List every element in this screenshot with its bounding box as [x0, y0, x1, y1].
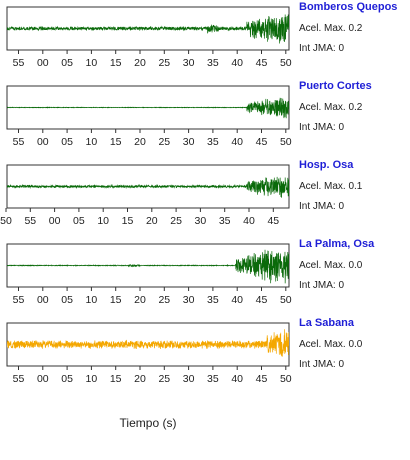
x-tick-label: 55: [13, 373, 25, 385]
x-tick-label: 30: [183, 57, 195, 69]
x-tick-label: 45: [256, 136, 268, 148]
x-tick-label: 25: [158, 57, 170, 69]
x-tick-label: 30: [183, 294, 195, 306]
x-tick-label: 35: [219, 215, 231, 227]
seismogram-panel: 55 00 05 10 15 20 25 30 35 40 45 50 La Palma, Osa Ace…: [6, 238, 375, 306]
x-tick-label: 10: [86, 373, 98, 385]
x-tick-label: 15: [110, 373, 122, 385]
x-tick-label: 05: [73, 215, 85, 227]
x-tick-label: 20: [134, 373, 146, 385]
x-tick-label: 20: [134, 57, 146, 69]
x-tick-label: 55: [13, 136, 25, 148]
max-acceleration-label: Acel. Max. 0.2: [299, 23, 363, 34]
x-tick-label: 25: [158, 373, 170, 385]
seismogram-panel: 55 00 05 10 15 20 25 30 35 40 45 50 Bomberos Quepos A…: [6, 1, 397, 69]
jma-intensity-label: Int JMA: 0: [299, 201, 344, 212]
x-tick-label: 30: [195, 215, 207, 227]
x-axis-title: Tiempo (s): [120, 416, 177, 430]
x-tick-label: 40: [231, 57, 243, 69]
panels-group: 55 00 05 10 15 20 25 30 35 40 45 50 Bomberos Quepos A…: [0, 1, 397, 385]
seismogram-panel: 50 55 00 05 10 15 20 25 30 35 40 45 Hosp. Osa Acel. M…: [0, 159, 363, 227]
max-acceleration-label: Acel. Max. 0.0: [299, 339, 363, 350]
x-tick-label: 45: [267, 215, 279, 227]
x-tick-label: 40: [231, 294, 243, 306]
x-tick-label: 35: [207, 294, 219, 306]
waveform-trace: [7, 176, 289, 198]
x-tick-label: 10: [97, 215, 109, 227]
x-tick-label: 25: [170, 215, 182, 227]
station-name: Puerto Cortes: [299, 80, 372, 92]
x-tick-label: 40: [243, 215, 255, 227]
x-tick-label: 05: [61, 294, 73, 306]
x-tick-label: 15: [110, 294, 122, 306]
x-tick-label: 50: [280, 294, 292, 306]
station-name: La Sabana: [299, 317, 355, 329]
x-tick-label: 05: [61, 136, 73, 148]
waveform-trace: [7, 14, 289, 44]
x-tick-label: 05: [61, 373, 73, 385]
waveform-trace: [7, 329, 289, 357]
x-tick-label: 20: [146, 215, 158, 227]
waveform-trace: [7, 97, 289, 119]
station-name: La Palma, Osa: [299, 238, 375, 250]
x-tick-label: 15: [110, 57, 122, 69]
x-tick-label: 45: [256, 57, 268, 69]
x-tick-label: 40: [231, 136, 243, 148]
jma-intensity-label: Int JMA: 0: [299, 43, 344, 54]
x-tick-label: 15: [110, 136, 122, 148]
max-acceleration-label: Acel. Max. 0.0: [299, 260, 363, 271]
x-tick-label: 55: [13, 294, 25, 306]
x-tick-label: 35: [207, 373, 219, 385]
x-tick-label: 40: [231, 373, 243, 385]
x-tick-label: 25: [158, 294, 170, 306]
x-tick-label: 30: [183, 373, 195, 385]
x-tick-label: 00: [37, 136, 49, 148]
x-tick-label: 10: [86, 57, 98, 69]
x-tick-label: 25: [158, 136, 170, 148]
x-tick-label: 30: [183, 136, 195, 148]
x-tick-label: 15: [122, 215, 134, 227]
x-tick-label: 20: [134, 294, 146, 306]
x-tick-label: 10: [86, 136, 98, 148]
x-tick-label: 50: [280, 136, 292, 148]
x-tick-label: 00: [49, 215, 61, 227]
x-tick-label: 00: [37, 57, 49, 69]
x-tick-label: 50: [0, 215, 12, 227]
station-name: Hosp. Osa: [299, 159, 354, 171]
x-tick-label: 00: [37, 373, 49, 385]
jma-intensity-label: Int JMA: 0: [299, 122, 344, 133]
max-acceleration-label: Acel. Max. 0.2: [299, 102, 363, 113]
x-tick-label: 05: [61, 57, 73, 69]
max-acceleration-label: Acel. Max. 0.1: [299, 181, 363, 192]
x-tick-label: 55: [13, 57, 25, 69]
jma-intensity-label: Int JMA: 0: [299, 359, 344, 370]
x-tick-label: 50: [280, 57, 292, 69]
x-tick-label: 45: [256, 373, 268, 385]
jma-intensity-label: Int JMA: 0: [299, 280, 344, 291]
x-tick-label: 50: [280, 373, 292, 385]
x-tick-label: 45: [256, 294, 268, 306]
station-name: Bomberos Quepos: [299, 1, 397, 13]
waveform-trace: [7, 249, 289, 284]
x-tick-label: 55: [24, 215, 36, 227]
seismogram-panel: 55 00 05 10 15 20 25 30 35 40 45 50 Puerto Cortes Ace…: [6, 80, 372, 148]
x-tick-label: 20: [134, 136, 146, 148]
seismogram-panel: 55 00 05 10 15 20 25 30 35 40 45 50 La Sabana Acel. M…: [6, 317, 363, 385]
x-tick-label: 35: [207, 57, 219, 69]
x-tick-label: 35: [207, 136, 219, 148]
x-tick-label: 00: [37, 294, 49, 306]
x-tick-label: 10: [86, 294, 98, 306]
